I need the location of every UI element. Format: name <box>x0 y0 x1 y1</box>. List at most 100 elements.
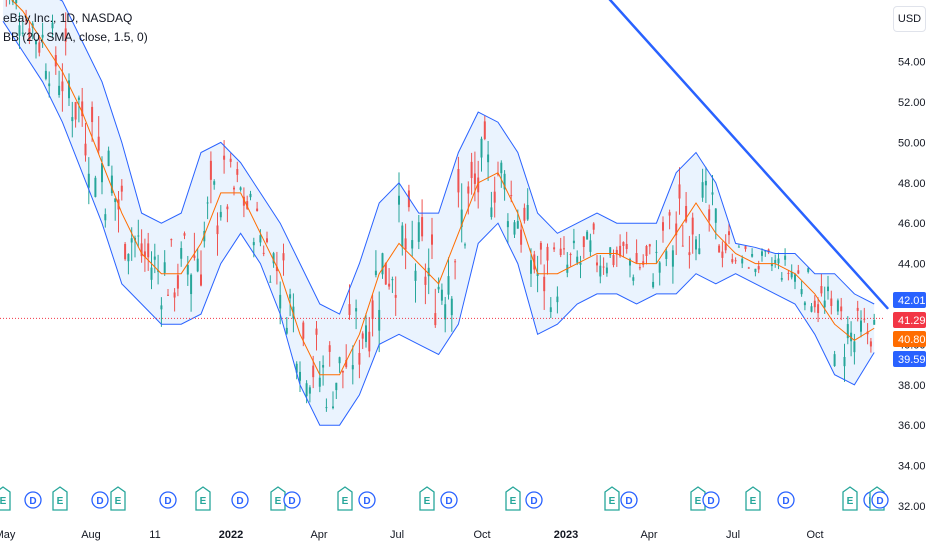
event-marker-label: D <box>363 496 370 507</box>
earnings-marker[interactable]: E <box>505 486 521 511</box>
earnings-marker[interactable]: E <box>842 486 858 511</box>
candle-body <box>302 322 305 339</box>
candle-body <box>622 242 625 246</box>
candle-body <box>695 239 697 250</box>
event-marker-label: D <box>29 496 36 507</box>
candle-body <box>450 298 453 316</box>
trendline[interactable] <box>584 0 889 310</box>
trendline-segment[interactable] <box>584 0 889 310</box>
dividend-marker[interactable]: D <box>620 491 638 509</box>
candle-body <box>810 306 813 312</box>
candle-body <box>440 289 443 301</box>
time-tick-label: Oct <box>473 529 490 541</box>
candle-body <box>140 243 143 257</box>
candle-body <box>348 304 351 315</box>
candle-body <box>615 249 618 255</box>
candle-body <box>572 240 575 244</box>
candle-body <box>784 255 787 260</box>
dividend-marker[interactable]: D <box>358 491 376 509</box>
time-tick-label: Apr <box>640 529 657 541</box>
dividend-marker[interactable]: D <box>702 491 720 509</box>
candle-body <box>704 180 707 186</box>
candle-body <box>665 251 668 259</box>
candle-body <box>219 211 222 218</box>
event-marker-label: D <box>876 496 883 507</box>
candle-body <box>655 251 658 253</box>
candle-body <box>718 245 721 253</box>
dividend-marker[interactable]: D <box>91 491 109 509</box>
earnings-marker[interactable]: E <box>745 486 761 511</box>
price-badge: 40.80 <box>893 331 926 347</box>
candle-body <box>790 271 793 278</box>
candle-body <box>873 319 876 325</box>
candle-body <box>526 204 529 220</box>
upper-band-line <box>59 0 875 315</box>
candle-body <box>229 158 232 162</box>
dividend-marker[interactable]: D <box>525 491 543 509</box>
candle-body <box>497 173 499 175</box>
candle-body <box>308 387 311 394</box>
earnings-marker[interactable]: E <box>337 486 353 511</box>
candle-body <box>94 177 97 197</box>
dividend-marker[interactable]: D <box>231 491 249 509</box>
candle-body <box>394 294 397 298</box>
candle-body <box>58 85 61 96</box>
event-marker-label: D <box>164 496 171 507</box>
candle-body <box>780 278 783 280</box>
candle-body <box>741 258 744 264</box>
candle-body <box>365 325 367 342</box>
dividend-marker[interactable]: D <box>24 491 42 509</box>
candle-body <box>81 101 84 117</box>
candle-body <box>813 300 816 308</box>
dividend-marker-shape <box>283 491 301 509</box>
dividend-marker[interactable]: D <box>283 491 301 509</box>
price-tick-label: 38.00 <box>898 380 926 392</box>
price-badge-label: 40.80 <box>898 334 926 346</box>
candle-body <box>691 217 694 235</box>
earnings-marker[interactable]: E <box>604 486 620 511</box>
indicator-title[interactable]: BB (20, SMA, close, 1.5, 0) <box>3 30 148 44</box>
candle-body <box>64 28 67 42</box>
candle-body <box>351 365 354 370</box>
band-fill-area <box>3 0 875 426</box>
candle-body <box>107 150 110 167</box>
candle-body <box>866 331 869 335</box>
price-axis[interactable]: 54.0052.0050.0048.0046.0044.0042.0040.00… <box>893 57 926 513</box>
price-badge-label: 39.59 <box>898 354 926 366</box>
candle-body <box>635 253 638 263</box>
symbol-title[interactable]: eBay Inc., 1D, NASDAQ <box>3 11 133 25</box>
candle-body <box>282 253 285 261</box>
candle-body <box>358 352 361 365</box>
earnings-marker[interactable]: E <box>270 486 286 511</box>
candle-body <box>279 294 282 309</box>
bollinger-bands <box>2 0 875 426</box>
candle-body <box>596 262 598 266</box>
candle-body <box>506 221 509 228</box>
candle-body <box>371 300 374 319</box>
candle-body <box>341 370 344 373</box>
currency-button[interactable]: USD <box>893 6 926 32</box>
candle-body <box>233 187 235 190</box>
candle-body <box>681 245 684 247</box>
price-tick-label: 32.00 <box>898 501 926 513</box>
earnings-marker[interactable]: E <box>52 486 68 511</box>
dividend-marker[interactable]: D <box>777 491 795 509</box>
time-axis[interactable]: May Aug 11 2022 Apr Jul Oct 2023 Apr Jul Oct <box>0 529 824 541</box>
dividend-marker[interactable]: D <box>871 491 889 509</box>
earnings-marker[interactable]: E <box>110 486 126 511</box>
event-marker-label: E <box>342 496 349 507</box>
price-tick-label: 50.00 <box>898 137 926 149</box>
dividend-marker[interactable]: D <box>159 491 177 509</box>
event-marker-label: E <box>115 496 122 507</box>
earnings-marker[interactable]: E <box>419 486 435 511</box>
earnings-marker[interactable]: E <box>0 486 11 511</box>
dividend-marker-shape <box>620 491 638 509</box>
earnings-marker[interactable]: E <box>195 486 211 511</box>
candle-body <box>77 97 80 100</box>
dividend-marker[interactable]: D <box>440 491 458 509</box>
candle-body <box>787 272 790 274</box>
candle-body <box>246 201 249 209</box>
event-marker-label: E <box>57 496 64 507</box>
event-marker-label: E <box>510 496 517 507</box>
